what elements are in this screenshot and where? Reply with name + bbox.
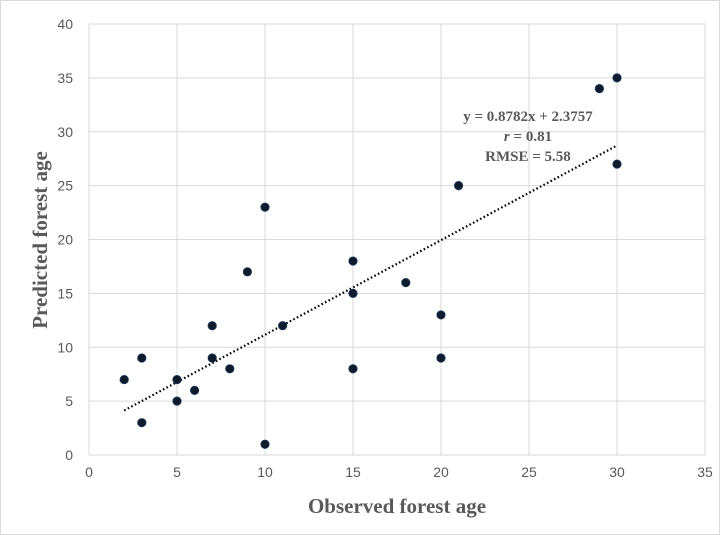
y-tick-labels: 0 5 10 15 20 25 30 35 40 [57,16,73,463]
data-point-1 [137,353,147,363]
trendline-group [123,144,618,412]
trendline [123,144,618,412]
data-point-10 [260,202,270,212]
x-tick-label-6: 30 [609,464,625,480]
data-point-20 [594,84,605,94]
y-tick-label-0: 0 [65,447,73,463]
y-tick-label-1: 5 [65,393,73,409]
data-point-17 [436,310,446,320]
data-point-11 [260,439,270,449]
data-point-7 [207,353,217,363]
data-point-14 [348,288,358,298]
y-tick-label-2: 10 [57,339,73,355]
data-point-18 [436,353,446,363]
data-point-13 [348,256,358,266]
x-axis-title: Observed forest age [308,494,486,518]
data-points [119,73,622,449]
y-tick-label-5: 25 [57,178,73,194]
data-point-19 [453,181,464,191]
r-value: = 0.81 [510,129,552,145]
grid-lines [88,23,706,456]
x-tick-label-7: 35 [697,464,713,480]
x-tick-label-5: 25 [521,464,537,480]
data-point-0 [119,374,129,385]
data-point-6 [207,321,217,331]
data-point-2 [137,418,147,428]
y-tick-label-6: 30 [57,124,73,140]
y-tick-label-8: 40 [57,16,73,32]
x-tick-labels: 0 5 10 15 20 25 30 35 [85,464,713,480]
r-symbol: r [504,129,510,145]
data-point-21 [612,73,622,83]
y-tick-label-7: 35 [57,70,73,86]
x-tick-label-2: 10 [257,464,273,480]
data-point-12 [277,321,288,331]
x-tick-label-1: 5 [173,464,181,480]
rmse-label: RMSE = 5.58 [485,149,571,165]
y-tick-label-3: 15 [57,285,73,301]
data-point-3 [172,374,182,385]
y-axis-title: Predicted forest age [28,151,52,329]
x-tick-label-3: 15 [345,464,361,480]
data-point-16 [401,277,411,288]
data-point-5 [190,385,200,395]
data-point-22 [612,159,622,169]
y-tick-label-4: 20 [57,232,73,248]
x-tick-label-4: 20 [433,464,449,480]
regression-equation: y = 0.8782x + 2.3757 [463,109,593,125]
data-point-8 [225,364,235,374]
data-point-4 [172,396,182,406]
data-point-9 [242,267,252,277]
correlation-label: r = 0.81 [504,129,552,145]
x-tick-label-0: 0 [85,464,93,480]
data-point-15 [348,364,358,374]
